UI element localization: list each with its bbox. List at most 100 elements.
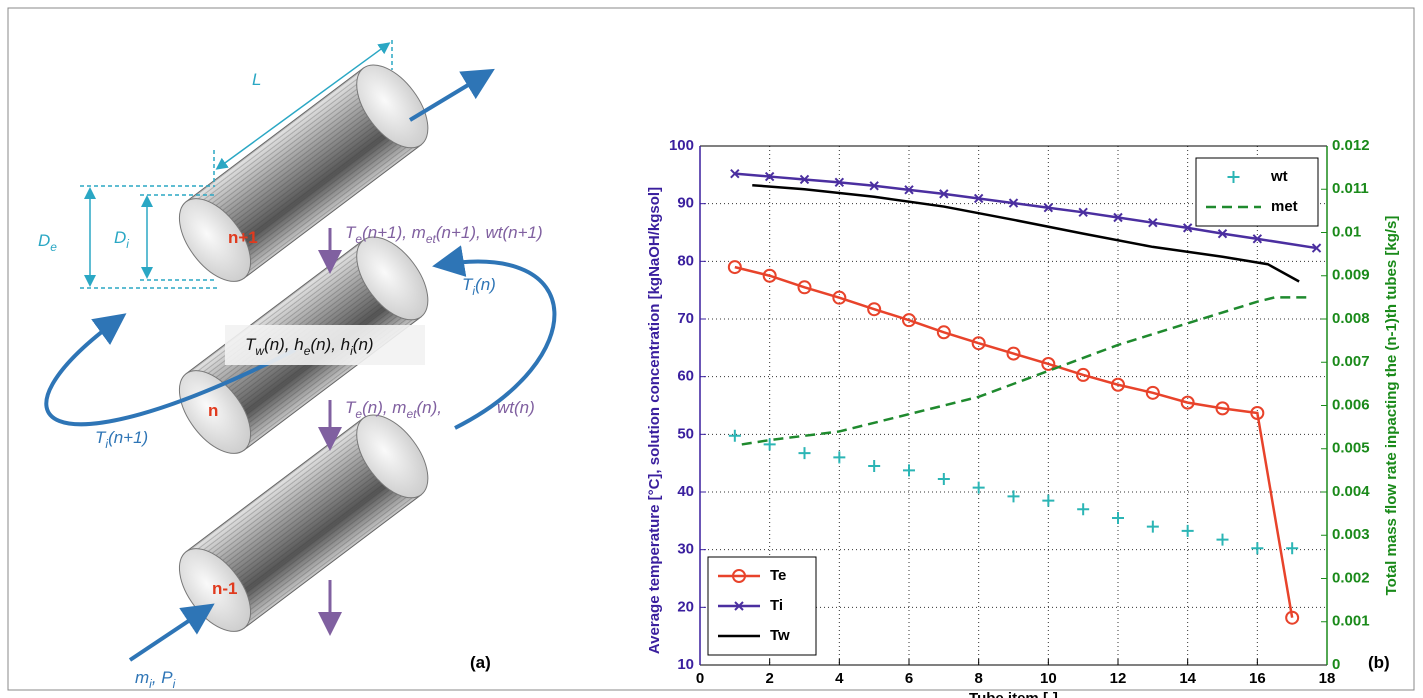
y-tick-label: 80 — [677, 252, 694, 269]
label-part: T — [345, 223, 357, 242]
label-part: e — [355, 232, 362, 246]
label-part: (n+1), wt(n+1) — [436, 223, 543, 242]
y2-tick-label: 0.01 — [1332, 223, 1361, 240]
label-part: et — [426, 232, 437, 246]
marker — [727, 260, 742, 275]
y-tick-label: 90 — [677, 195, 694, 212]
x-axis-label: Tube item [-] — [969, 690, 1058, 698]
flow-label: Ti(n+1) — [95, 428, 148, 451]
inner-diameter-label: Di — [114, 228, 129, 251]
diagram: L De Di n+1 n n-1 Te(n+1), met(n+1), wt(… — [38, 40, 557, 691]
marker — [1251, 542, 1264, 555]
x-tick-label: 14 — [1179, 670, 1196, 687]
label-part: (n) — [475, 275, 496, 294]
marker — [1148, 217, 1158, 228]
y-tick-label: 40 — [677, 483, 694, 500]
marker — [903, 464, 915, 477]
tube — [178, 414, 429, 632]
marker — [834, 177, 845, 188]
marker — [1041, 356, 1056, 371]
label-part: e — [50, 240, 57, 254]
marker — [1145, 385, 1160, 400]
inlet-label: mi, Pi — [135, 668, 176, 691]
marker — [1216, 533, 1229, 546]
y-tick-label: 20 — [677, 598, 694, 615]
label-part: T — [345, 398, 357, 417]
x-tick-label: 2 — [765, 670, 773, 687]
x-tick-label: 8 — [974, 670, 982, 687]
y-tick-label: 30 — [677, 541, 694, 558]
panel-label: (a) — [470, 653, 491, 672]
legend-label: Ti — [770, 597, 783, 614]
marker — [1311, 243, 1322, 253]
y2-tick-label: 0 — [1332, 656, 1340, 673]
x-tick-label: 10 — [1040, 670, 1057, 687]
label-part: L — [252, 70, 261, 89]
label-part: (a) — [470, 653, 491, 672]
legend-marker — [732, 569, 746, 583]
label-part: i — [149, 677, 152, 691]
label-part: m — [135, 668, 149, 687]
legend-label: Tw — [770, 627, 790, 644]
marker — [1042, 494, 1055, 507]
outer-diameter-label: De — [38, 231, 57, 254]
marker — [971, 336, 986, 351]
y2-tick-label: 0.003 — [1332, 526, 1370, 543]
label-part: w — [255, 344, 265, 358]
label-part: et — [406, 407, 417, 421]
marker — [1076, 367, 1091, 382]
y-axis-label: Average temperature [°C], solution conce… — [646, 187, 663, 654]
label-part: (n+1), m — [362, 223, 426, 242]
chart: 0 2 4 6 8 10 12 14 16 18 10 20 30 40 50 60 70 80 90 100 0 0.0… — [646, 137, 1400, 698]
marker — [730, 168, 740, 179]
marker — [1008, 198, 1019, 208]
x-tick-label: 16 — [1249, 670, 1266, 687]
marker — [939, 189, 949, 199]
marker — [867, 302, 882, 317]
y2-tick-label: 0.006 — [1332, 396, 1370, 413]
marker — [1286, 542, 1299, 555]
flow-label: Te(n+1), met(n+1), wt(n+1) — [345, 223, 543, 246]
marker — [1146, 520, 1159, 533]
marker — [1250, 405, 1265, 420]
y2-tick-label: 0.004 — [1332, 483, 1370, 500]
label-part: n+1 — [228, 228, 258, 247]
legend-label: met — [1271, 198, 1298, 215]
dimensions — [80, 40, 393, 289]
marker — [798, 447, 811, 460]
y2-axis-label: Total mass flow rate inpacting the (n-1)… — [1383, 216, 1400, 596]
marker — [763, 438, 776, 451]
y2-tick-label: 0.005 — [1332, 440, 1370, 457]
label-part: (n), m — [362, 398, 406, 417]
marker — [832, 290, 847, 305]
label-part: (n), — [416, 398, 442, 417]
x-tick-label: 18 — [1319, 670, 1336, 687]
y2-tick-label: 0.011 — [1332, 180, 1369, 197]
length-label: L — [252, 70, 261, 89]
series-line — [734, 265, 1294, 618]
label-part: T — [95, 428, 107, 447]
x-tick-label: 0 — [696, 670, 704, 687]
marker — [1077, 503, 1090, 516]
marker — [1111, 377, 1125, 392]
label-part: wt(n) — [497, 398, 535, 417]
marker — [972, 481, 985, 494]
label-box — [225, 325, 425, 365]
label-part: T — [462, 275, 474, 294]
y2-tick-label: 0.002 — [1332, 569, 1370, 586]
y2-tick-label: 0.009 — [1332, 267, 1370, 284]
tube-label: n-1 — [212, 579, 238, 598]
series-line — [752, 183, 1300, 283]
wall-label: Tw(n), he(n), hi(n) — [245, 335, 374, 358]
marker — [833, 451, 846, 464]
frame — [7, 7, 1415, 691]
flow-arrows — [44, 68, 557, 662]
label-part: i — [126, 237, 129, 251]
y-tick-label: 50 — [677, 425, 694, 442]
flow-label: Ti(n) — [462, 275, 496, 298]
label-part: i — [350, 344, 353, 358]
legend-label: Te — [770, 567, 786, 584]
marker — [904, 185, 914, 195]
label-part: n — [208, 401, 218, 420]
flow-label: wt(n) — [497, 398, 535, 417]
